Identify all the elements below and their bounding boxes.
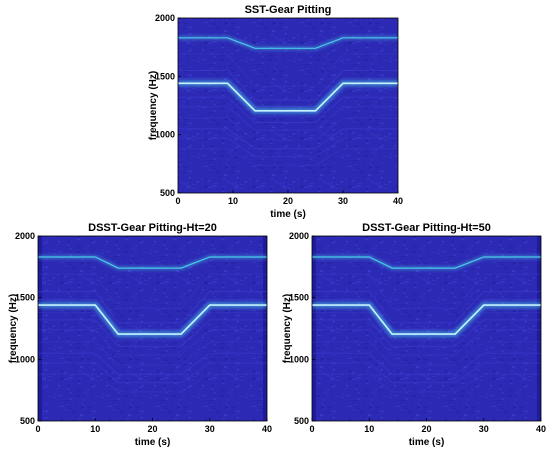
y-tick-label: 2000 xyxy=(15,231,35,241)
harmonic-trace xyxy=(178,106,398,131)
x-axis-label: time (s) xyxy=(135,437,171,448)
edge-band-right xyxy=(537,236,541,421)
x-axis-label: time (s) xyxy=(409,437,445,448)
y-axis-label: frequency (Hz) xyxy=(282,294,293,363)
harmonic-trace xyxy=(312,312,541,341)
harmonic-trace xyxy=(38,352,267,375)
x-tick-label: 20 xyxy=(283,196,293,206)
y-axis-label: frequency (Hz) xyxy=(8,294,19,363)
x-tick-label: 10 xyxy=(364,424,374,434)
x-tick-label: 20 xyxy=(147,424,157,434)
chart-title: SST-Gear Pitting xyxy=(245,4,332,16)
spectrogram-background xyxy=(38,236,267,421)
chart-dsst-ht20: 0 10 20 30 40 500 1000 1500 2000 DSST-Gear Pittin… xyxy=(8,222,272,448)
y-tick-label: 500 xyxy=(294,416,309,426)
harmonic-trace xyxy=(312,299,541,330)
y-tick-label: 1000 xyxy=(15,354,35,364)
x-tick-label: 10 xyxy=(90,424,100,434)
ridge-upper xyxy=(178,37,398,49)
plot-area xyxy=(178,18,398,193)
ridge-upper xyxy=(38,256,267,269)
x-tick-label: 20 xyxy=(421,424,431,434)
harmonic-trace xyxy=(38,362,267,384)
harmonic-trace xyxy=(38,341,267,366)
x-tick-label: 40 xyxy=(262,424,272,434)
harmonic-trace xyxy=(178,117,398,141)
y-tick-label: 500 xyxy=(160,188,175,198)
y-tick-label: 2000 xyxy=(289,231,309,241)
harmonic-trace xyxy=(38,312,267,341)
spectrogram-background xyxy=(178,18,398,193)
x-tick-label: 30 xyxy=(338,196,348,206)
y-tick-label: 1000 xyxy=(155,130,175,140)
ridge-main xyxy=(178,82,398,112)
spectrogram-background xyxy=(312,236,541,421)
harmonic-trace xyxy=(178,128,398,150)
y-tick-label: 1500 xyxy=(155,71,175,81)
x-tick-label: 0 xyxy=(175,196,180,206)
y-axis-label: frequency (Hz) xyxy=(148,71,159,140)
plot-area xyxy=(38,236,267,421)
harmonic-trace xyxy=(178,70,398,101)
harmonic-trace xyxy=(312,352,541,375)
edge-band-right xyxy=(263,236,267,421)
harmonic-trace xyxy=(312,291,541,324)
x-tick-label: 30 xyxy=(205,424,215,434)
x-tick-label: 40 xyxy=(393,196,403,206)
x-tick-label: 0 xyxy=(309,424,314,434)
harmonic-trace xyxy=(178,148,398,166)
chart-sst: 0 10 20 30 40 500 1000 1500 2000 SST-Gear Pitting… xyxy=(148,4,403,220)
harmonic-trace xyxy=(178,96,398,123)
chart-dsst-ht50: 0 10 20 30 40 500 1000 1500 2000 DSST-Gear Pittin… xyxy=(282,222,546,448)
y-tick-label: 1500 xyxy=(289,293,309,303)
ridge-main xyxy=(38,304,267,335)
chart-title: DSST-Gear Pitting-Ht=20 xyxy=(88,222,217,234)
x-tick-label: 30 xyxy=(479,424,489,434)
x-axis-label: time (s) xyxy=(270,209,306,220)
harmonic-trace xyxy=(178,77,398,107)
y-tick-label: 2000 xyxy=(155,13,175,23)
chart-title: DSST-Gear Pitting-Ht=50 xyxy=(362,222,491,234)
y-tick-label: 1500 xyxy=(15,293,35,303)
harmonic-trace xyxy=(312,329,541,356)
harmonic-trace xyxy=(38,291,267,324)
harmonic-trace xyxy=(38,373,267,393)
ridge-upper xyxy=(312,256,541,269)
harmonic-trace xyxy=(312,373,541,393)
harmonic-trace xyxy=(178,53,398,87)
harmonic-trace xyxy=(312,273,541,309)
x-tick-label: 0 xyxy=(35,424,40,434)
harmonic-trace xyxy=(178,137,398,158)
harmonic-trace xyxy=(312,319,541,347)
x-tick-label: 10 xyxy=(228,196,238,206)
harmonic-trace xyxy=(178,89,398,118)
harmonic-trace xyxy=(312,341,541,366)
y-tick-label: 1000 xyxy=(289,354,309,364)
harmonic-trace xyxy=(38,299,267,330)
harmonic-trace xyxy=(38,319,267,347)
x-tick-label: 40 xyxy=(536,424,546,434)
edge-band-left xyxy=(38,236,42,421)
edge-band-left xyxy=(312,236,316,421)
harmonic-trace xyxy=(38,273,267,309)
harmonic-trace xyxy=(38,329,267,356)
y-tick-label: 500 xyxy=(20,416,35,426)
ridge-main xyxy=(312,304,541,335)
harmonic-trace xyxy=(312,362,541,384)
plot-area xyxy=(312,236,541,421)
